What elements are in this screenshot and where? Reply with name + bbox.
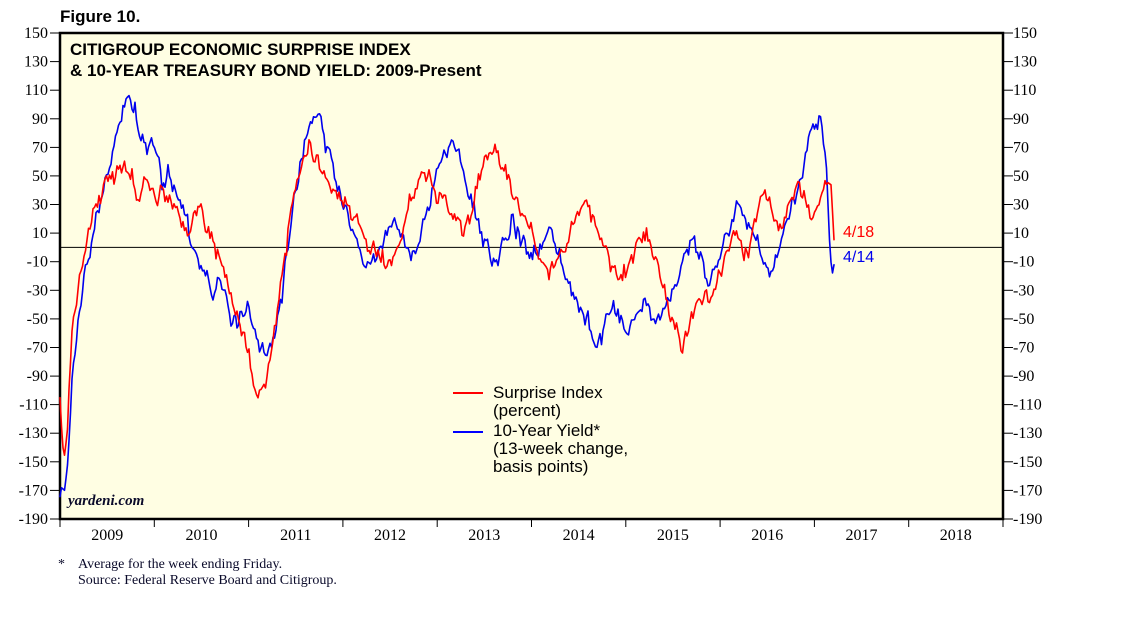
svg-text:-70: -70: [1013, 340, 1034, 357]
svg-text:-30: -30: [27, 282, 48, 299]
svg-text:2018: 2018: [940, 527, 972, 544]
svg-text:2011: 2011: [280, 527, 311, 544]
svg-text:110: 110: [25, 82, 48, 99]
svg-text:-70: -70: [27, 340, 48, 357]
svg-text:70: 70: [32, 139, 48, 156]
svg-text:2012: 2012: [374, 527, 406, 544]
svg-text:150: 150: [24, 25, 48, 42]
svg-text:-190: -190: [1013, 511, 1042, 528]
svg-text:90: 90: [1013, 111, 1029, 128]
svg-text:2014: 2014: [563, 527, 595, 544]
svg-text:-90: -90: [27, 368, 48, 385]
svg-text:2009: 2009: [91, 527, 123, 544]
svg-text:90: 90: [32, 111, 48, 128]
svg-text:-10: -10: [1013, 254, 1034, 271]
svg-text:30: 30: [32, 197, 48, 214]
svg-text:2010: 2010: [186, 527, 218, 544]
svg-text:50: 50: [32, 168, 48, 185]
svg-text:-150: -150: [1013, 454, 1042, 471]
svg-text:130: 130: [24, 54, 48, 71]
svg-text:-190: -190: [19, 511, 48, 528]
svg-text:-10: -10: [27, 254, 48, 271]
svg-text:-90: -90: [1013, 368, 1034, 385]
svg-text:110: 110: [1013, 82, 1036, 99]
svg-text:-150: -150: [19, 454, 48, 471]
svg-text:150: 150: [1013, 25, 1037, 42]
svg-text:-130: -130: [1013, 425, 1042, 442]
svg-text:10: 10: [32, 225, 48, 242]
svg-text:2015: 2015: [657, 527, 689, 544]
svg-text:-110: -110: [1013, 397, 1042, 414]
svg-text:-50: -50: [27, 311, 48, 328]
svg-text:2016: 2016: [751, 527, 783, 544]
svg-text:30: 30: [1013, 197, 1029, 214]
svg-text:2017: 2017: [846, 527, 878, 544]
svg-text:-170: -170: [1013, 482, 1042, 499]
svg-text:-50: -50: [1013, 311, 1034, 328]
svg-text:10: 10: [1013, 225, 1029, 242]
svg-text:-30: -30: [1013, 282, 1034, 299]
svg-text:-110: -110: [19, 397, 48, 414]
svg-text:-130: -130: [19, 425, 48, 442]
svg-text:50: 50: [1013, 168, 1029, 185]
svg-text:-170: -170: [19, 482, 48, 499]
svg-text:2013: 2013: [468, 527, 500, 544]
svg-text:70: 70: [1013, 139, 1029, 156]
svg-text:130: 130: [1013, 54, 1037, 71]
